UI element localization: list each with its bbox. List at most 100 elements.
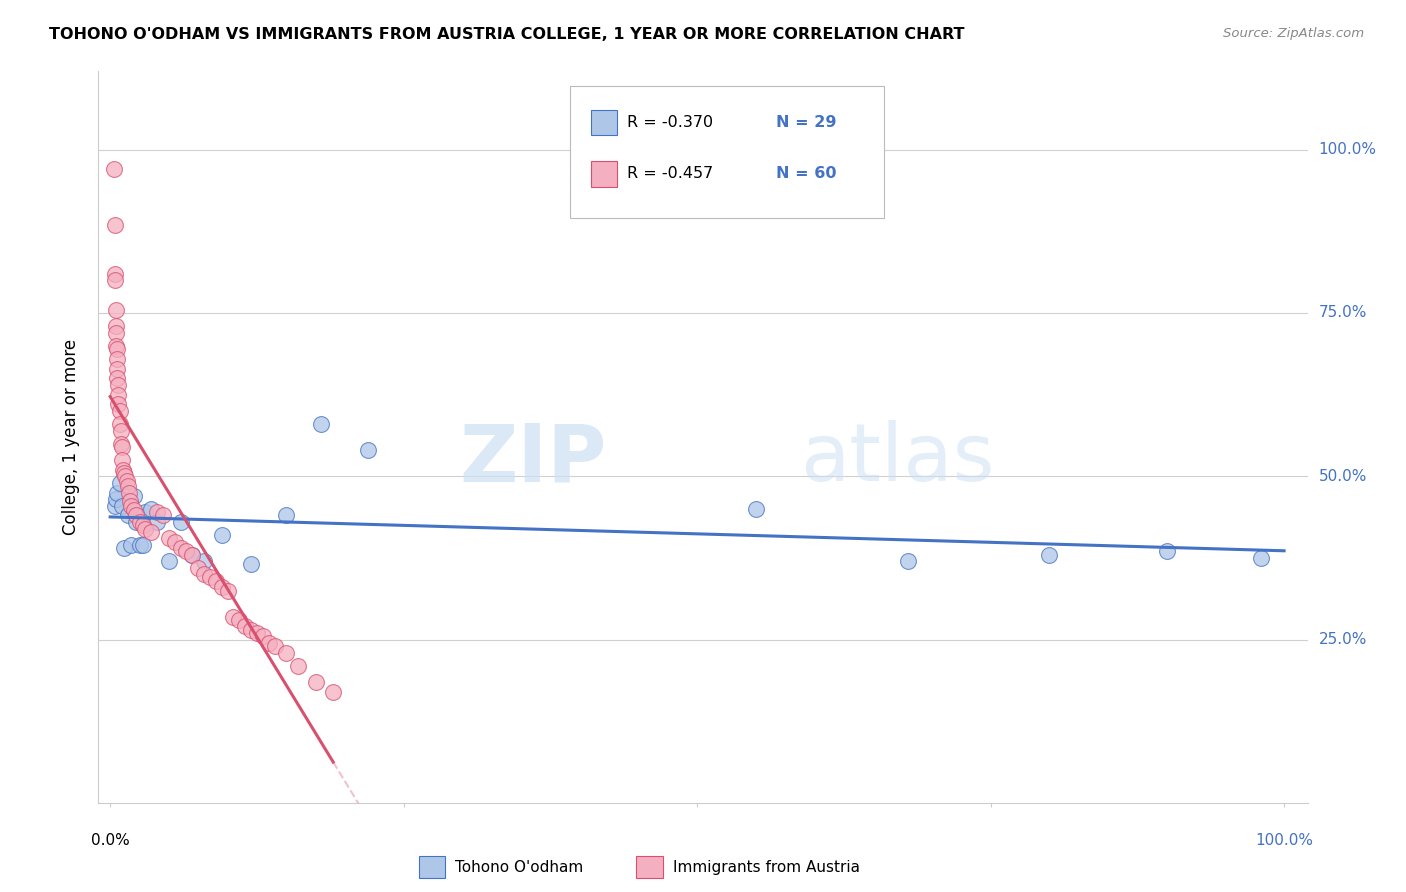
Point <box>105 361 128 376</box>
Text: 0.0%: 0.0% <box>91 833 129 848</box>
Point <box>115 475 138 489</box>
Point <box>181 548 204 562</box>
Point <box>104 267 127 281</box>
Text: 100.0%: 100.0% <box>1319 142 1376 157</box>
Point <box>105 351 128 366</box>
Point <box>105 485 128 500</box>
Point <box>357 443 380 458</box>
Point <box>152 508 174 523</box>
Point <box>112 466 135 480</box>
Text: Source: ZipAtlas.com: Source: ZipAtlas.com <box>1223 27 1364 40</box>
Point <box>122 489 145 503</box>
Point <box>104 499 127 513</box>
FancyBboxPatch shape <box>591 161 617 186</box>
Point <box>105 371 128 385</box>
Text: R = -0.457: R = -0.457 <box>627 166 713 181</box>
Point <box>128 538 150 552</box>
Point <box>111 440 134 454</box>
Point <box>134 521 156 535</box>
Point <box>104 218 127 232</box>
Point <box>125 508 148 523</box>
Point <box>204 574 226 588</box>
Point <box>198 570 221 584</box>
Point <box>181 548 204 562</box>
Point <box>322 685 344 699</box>
Point <box>240 623 263 637</box>
Point <box>107 377 129 392</box>
Text: atlas: atlas <box>800 420 994 498</box>
Y-axis label: College, 1 year or more: College, 1 year or more <box>62 339 80 535</box>
Point <box>233 619 256 633</box>
Point <box>108 404 131 418</box>
Text: R = -0.370: R = -0.370 <box>627 115 713 130</box>
Text: ZIP: ZIP <box>458 420 606 498</box>
Point <box>134 505 156 519</box>
FancyBboxPatch shape <box>419 856 446 878</box>
Point <box>276 646 298 660</box>
Point <box>132 538 155 552</box>
Point <box>187 560 209 574</box>
Point <box>252 629 274 643</box>
Point <box>193 567 215 582</box>
Point <box>169 515 191 529</box>
Point <box>146 505 169 519</box>
Point <box>157 554 180 568</box>
Point <box>122 503 145 517</box>
Point <box>112 541 135 555</box>
Point <box>228 613 250 627</box>
Point <box>1250 550 1272 565</box>
Point <box>107 397 129 411</box>
Point <box>120 538 142 552</box>
Text: TOHONO O'ODHAM VS IMMIGRANTS FROM AUSTRIA COLLEGE, 1 YEAR OR MORE CORRELATION CH: TOHONO O'ODHAM VS IMMIGRANTS FROM AUSTRI… <box>49 27 965 42</box>
Point <box>117 479 139 493</box>
Text: Immigrants from Austria: Immigrants from Austria <box>672 860 860 875</box>
Point <box>104 273 127 287</box>
Point <box>141 524 163 539</box>
Point <box>120 499 142 513</box>
Point <box>118 485 141 500</box>
Point <box>211 528 233 542</box>
Point <box>107 387 129 401</box>
Point <box>1038 548 1060 562</box>
Point <box>287 658 309 673</box>
FancyBboxPatch shape <box>569 86 884 218</box>
Point <box>125 515 148 529</box>
Point <box>132 518 155 533</box>
Text: N = 60: N = 60 <box>776 166 837 181</box>
Point <box>117 508 139 523</box>
Point <box>169 541 191 555</box>
Point <box>745 502 768 516</box>
Point <box>111 499 134 513</box>
Point <box>311 417 333 431</box>
Point <box>105 326 128 340</box>
Point <box>105 492 128 507</box>
Point <box>163 534 186 549</box>
Text: 50.0%: 50.0% <box>1319 469 1367 483</box>
Point <box>263 639 285 653</box>
Point <box>105 342 128 356</box>
Point <box>111 453 134 467</box>
Point <box>193 554 215 568</box>
Text: 100.0%: 100.0% <box>1256 833 1313 848</box>
Point <box>114 469 136 483</box>
Point <box>176 544 198 558</box>
Point <box>276 508 298 523</box>
Text: Tohono O'odham: Tohono O'odham <box>456 860 583 875</box>
Point <box>110 436 132 450</box>
Text: 25.0%: 25.0% <box>1319 632 1367 647</box>
Point <box>222 609 245 624</box>
Text: N = 29: N = 29 <box>776 115 837 130</box>
FancyBboxPatch shape <box>637 856 664 878</box>
Point <box>246 626 269 640</box>
Point <box>108 475 131 490</box>
Point <box>1156 544 1178 558</box>
Point <box>108 417 131 431</box>
Point <box>110 424 132 438</box>
Point <box>105 302 128 317</box>
Point <box>304 675 326 690</box>
Point <box>120 494 142 508</box>
Point <box>211 580 233 594</box>
Point <box>103 162 125 177</box>
Text: 75.0%: 75.0% <box>1319 305 1367 320</box>
FancyBboxPatch shape <box>591 110 617 136</box>
